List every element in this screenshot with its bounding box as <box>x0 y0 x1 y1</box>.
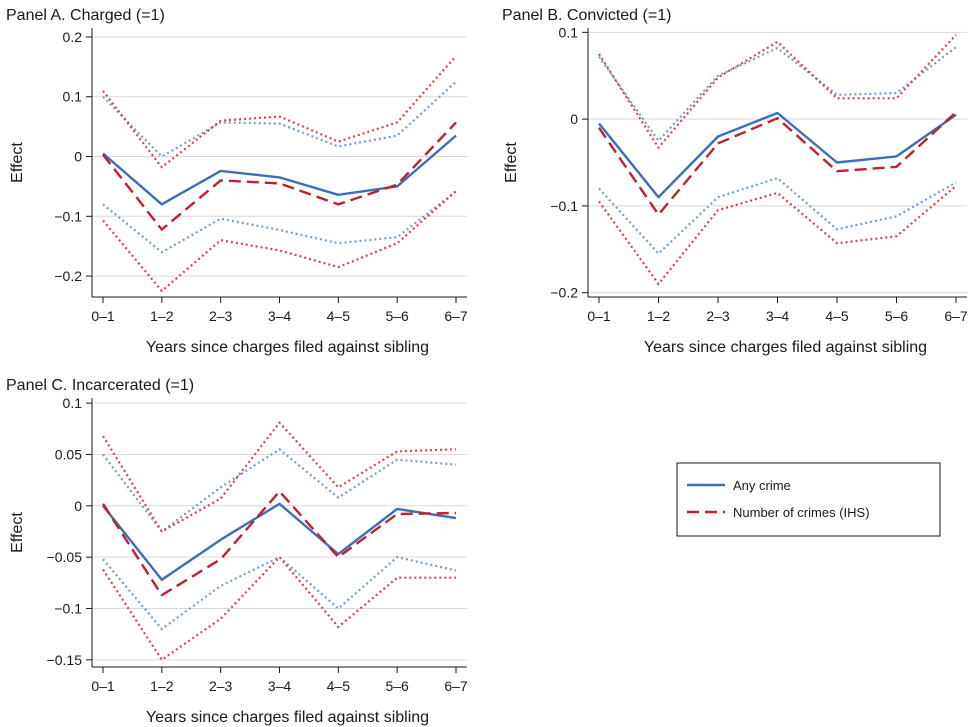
y-tick-label: −0.2 <box>54 268 82 284</box>
panel-c-incarcerated: Panel C. Incarcerated (=1)0.1 0.05 0 −0.05 −… <box>6 377 468 726</box>
x-tick-label: 1–2 <box>647 308 671 324</box>
y-tick-label: 0 <box>74 149 82 165</box>
ihs-line <box>598 111 957 216</box>
y-tick-label: −0.15 <box>47 652 83 668</box>
legend-label: Any crime <box>733 478 791 493</box>
y-tick-label: −0.1 <box>54 600 82 616</box>
x-tick-label: 3–4 <box>268 308 292 324</box>
x-tick-label: 5–6 <box>385 678 409 694</box>
x-tick-label: 0–1 <box>91 678 115 694</box>
y-tick-label: −0.1 <box>550 198 578 214</box>
y-tick-label: 0.1 <box>63 89 83 105</box>
x-tick-label: 0–1 <box>91 308 115 324</box>
any-crime-line <box>598 111 957 199</box>
any-crime-ci-upper <box>598 46 957 142</box>
x-tick-label: 2–3 <box>209 678 233 694</box>
any-crime-line <box>102 502 457 581</box>
ihs-ci-lower <box>102 190 457 293</box>
x-tick-label: 6–7 <box>944 308 968 324</box>
y-tick-label: 0.05 <box>55 446 82 462</box>
any-crime-ci-upper <box>102 448 457 533</box>
y-tick-label: 0.1 <box>63 395 83 411</box>
y-axis-title: Effect <box>503 142 520 183</box>
panel-title: Panel A. Charged (=1) <box>6 7 165 24</box>
x-tick-label: 6–7 <box>444 678 468 694</box>
y-axis-title: Effect <box>9 142 26 183</box>
any-crime-ci-lower <box>102 555 457 631</box>
ihs-ci-upper <box>598 34 957 149</box>
panel-a-charged: Panel A. Charged (=1) 0.2 0.1 0 −0.1 −0.2 0–1 1… <box>6 7 468 356</box>
any-crime-ci-upper <box>102 80 457 158</box>
x-axis-title: Years since charges filed against siblin… <box>146 339 429 356</box>
any-crime-line <box>102 134 457 206</box>
panel-b-convicted: Panel B. Convicted (=1)0.1 0 −0.1 −0.2 0–1 1–… <box>502 7 968 356</box>
x-tick-label: 3–4 <box>766 308 790 324</box>
panel-title: Panel C. Incarcerated (=1) <box>6 377 194 394</box>
x-tick-label: 6–7 <box>444 308 468 324</box>
x-tick-label: 5–6 <box>385 308 409 324</box>
ihs-line <box>102 121 457 231</box>
x-axis-title: Years since charges filed against siblin… <box>146 709 429 726</box>
panel-title: Panel B. Convicted (=1) <box>502 7 671 24</box>
x-tick-label: 4–5 <box>327 678 351 694</box>
x-tick-label: 1–2 <box>150 678 174 694</box>
y-tick-label: 0 <box>74 498 82 514</box>
x-axis-title: Years since charges filed against siblin… <box>644 339 927 356</box>
x-tick-label: 4–5 <box>825 308 849 324</box>
y-tick-label: −0.2 <box>550 285 578 301</box>
y-axis-title: Effect <box>9 512 26 553</box>
y-tick-label: −0.05 <box>47 549 83 565</box>
y-tick-label: −0.1 <box>54 208 82 224</box>
x-tick-label: 0–1 <box>587 308 611 324</box>
x-tick-label: 2–3 <box>706 308 730 324</box>
ihs-ci-lower <box>598 185 957 286</box>
y-tick-label: 0 <box>570 111 578 127</box>
x-tick-label: 2–3 <box>209 308 233 324</box>
y-tick-label: 0.2 <box>63 29 83 45</box>
x-tick-label: 1–2 <box>150 308 174 324</box>
x-tick-label: 3–4 <box>268 678 292 694</box>
y-tick-label: 0.1 <box>559 24 579 40</box>
legend: Any crime Number of crimes (IHS) <box>676 462 941 537</box>
any-crime-ci-lower <box>102 190 457 254</box>
ihs-ci-upper <box>102 55 457 169</box>
ihs-ci-upper <box>102 421 457 533</box>
x-tick-label: 4–5 <box>327 308 351 324</box>
legend-box <box>676 462 941 537</box>
legend-label: Number of crimes (IHS) <box>733 505 870 520</box>
x-tick-label: 5–6 <box>885 308 909 324</box>
ihs-line <box>101 490 457 597</box>
